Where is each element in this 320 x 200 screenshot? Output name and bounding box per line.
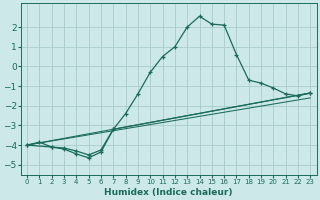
X-axis label: Humidex (Indice chaleur): Humidex (Indice chaleur) (104, 188, 233, 197)
